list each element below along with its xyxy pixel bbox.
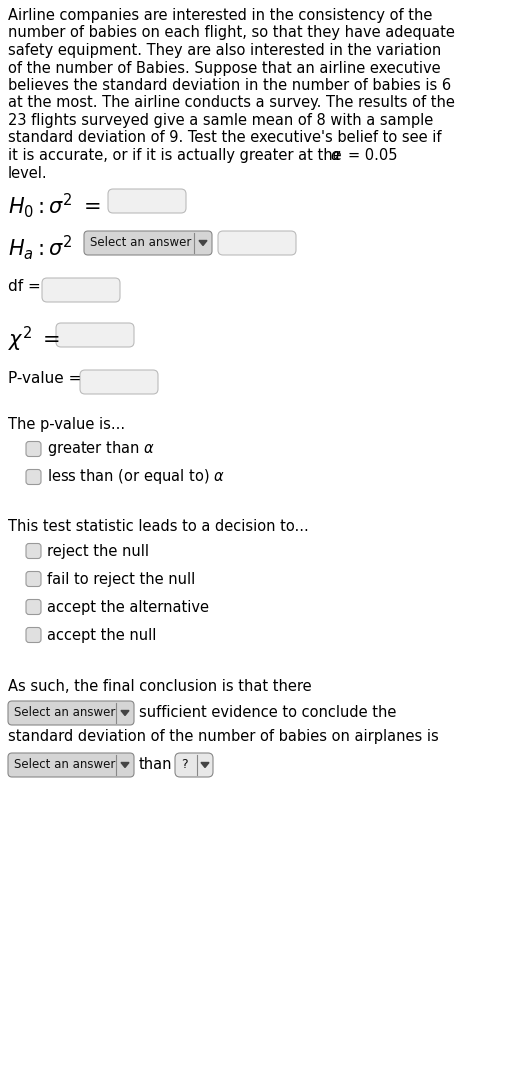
FancyBboxPatch shape	[56, 323, 134, 347]
Text: number of babies on each flight, so that they have adequate: number of babies on each flight, so that…	[8, 26, 455, 40]
Text: standard deviation of the number of babies on airplanes is: standard deviation of the number of babi…	[8, 730, 439, 744]
Polygon shape	[199, 241, 207, 245]
Text: safety equipment. They are also interested in the variation: safety equipment. They are also interest…	[8, 43, 441, 59]
Polygon shape	[201, 762, 209, 767]
Text: ?: ?	[181, 759, 188, 772]
Text: Select an answer: Select an answer	[14, 707, 116, 720]
FancyBboxPatch shape	[26, 628, 41, 643]
Text: $H_a : \sigma^2$: $H_a : \sigma^2$	[8, 233, 73, 262]
FancyBboxPatch shape	[42, 278, 120, 302]
Text: Airline companies are interested in the consistency of the: Airline companies are interested in the …	[8, 8, 433, 23]
Text: The p-value is...: The p-value is...	[8, 417, 125, 433]
Text: As such, the final conclusion is that there: As such, the final conclusion is that th…	[8, 679, 312, 694]
Text: $\alpha$: $\alpha$	[330, 149, 341, 163]
Text: 23 flights surveyed give a samle mean of 8 with a sample: 23 flights surveyed give a samle mean of…	[8, 113, 433, 128]
Text: it is accurate, or if it is actually greater at the: it is accurate, or if it is actually gre…	[8, 149, 342, 163]
Text: accept the null: accept the null	[47, 628, 156, 643]
Text: fail to reject the null: fail to reject the null	[47, 572, 195, 588]
FancyBboxPatch shape	[26, 469, 41, 485]
Text: Select an answer: Select an answer	[14, 759, 116, 772]
FancyBboxPatch shape	[8, 753, 134, 777]
Text: less than (or equal to) $\alpha$: less than (or equal to) $\alpha$	[47, 467, 225, 487]
Text: This test statistic leads to a decision to...: This test statistic leads to a decision …	[8, 519, 309, 534]
FancyBboxPatch shape	[26, 571, 41, 586]
FancyBboxPatch shape	[175, 753, 213, 777]
FancyBboxPatch shape	[26, 441, 41, 456]
FancyBboxPatch shape	[218, 231, 296, 255]
Text: sufficient evidence to conclude the: sufficient evidence to conclude the	[139, 705, 396, 720]
Text: df =: df =	[8, 279, 41, 294]
Text: of the number of Babies. Suppose that an airline executive: of the number of Babies. Suppose that an…	[8, 61, 441, 76]
FancyBboxPatch shape	[84, 231, 212, 255]
Text: believes the standard deviation in the number of babies is 6: believes the standard deviation in the n…	[8, 78, 451, 93]
Text: standard deviation of 9. Test the executive's belief to see if: standard deviation of 9. Test the execut…	[8, 130, 441, 145]
Text: P-value =: P-value =	[8, 371, 81, 386]
Text: $H_0 : \sigma^2\ =$: $H_0 : \sigma^2\ =$	[8, 191, 101, 220]
Polygon shape	[121, 710, 129, 715]
Text: accept the alternative: accept the alternative	[47, 601, 209, 615]
Text: $\chi^2\ =$: $\chi^2\ =$	[8, 325, 61, 354]
FancyBboxPatch shape	[26, 599, 41, 615]
FancyBboxPatch shape	[26, 543, 41, 558]
FancyBboxPatch shape	[8, 701, 134, 725]
Text: = 0.05: = 0.05	[348, 149, 397, 163]
FancyBboxPatch shape	[80, 370, 158, 393]
Text: Select an answer: Select an answer	[90, 236, 191, 249]
Text: reject the null: reject the null	[47, 544, 149, 559]
Text: at the most. The airline conducts a survey. The results of the: at the most. The airline conducts a surv…	[8, 95, 455, 111]
Text: than: than	[139, 757, 172, 772]
FancyBboxPatch shape	[108, 189, 186, 212]
Polygon shape	[121, 762, 129, 767]
Text: greater than $\alpha$: greater than $\alpha$	[47, 439, 155, 459]
Text: level.: level.	[8, 166, 48, 181]
